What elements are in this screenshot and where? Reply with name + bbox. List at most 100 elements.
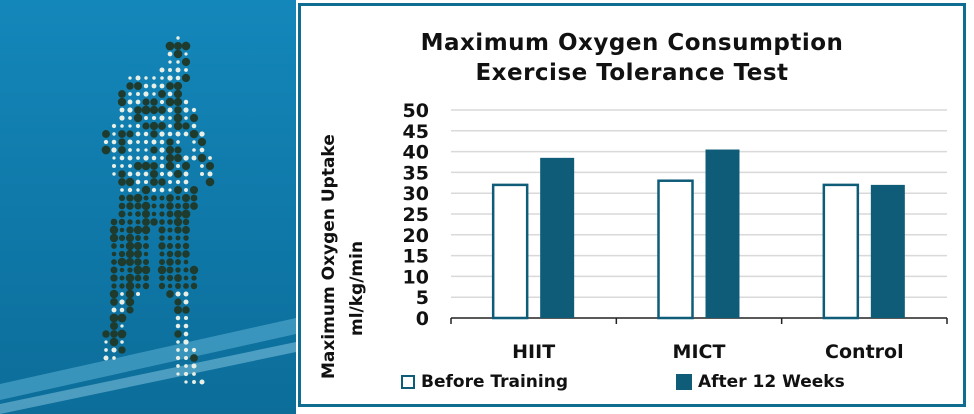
- halftone-dot: [111, 147, 117, 153]
- halftone-dot: [135, 291, 141, 297]
- halftone-dot: [183, 291, 189, 297]
- halftone-dot: [120, 124, 124, 128]
- halftone-dot: [158, 242, 166, 250]
- halftone-dot: [110, 274, 118, 282]
- y-tick-label-10: 10: [403, 266, 429, 288]
- halftone-dot: [190, 282, 198, 290]
- halftone-dot: [175, 259, 181, 265]
- y-tick-label-25: 25: [403, 204, 429, 226]
- halftone-dot: [197, 153, 207, 163]
- halftone-dot: [143, 179, 149, 185]
- halftone-dot: [125, 249, 135, 259]
- halftone-dot: [167, 91, 173, 97]
- halftone-dot: [109, 289, 119, 299]
- halftone-dot: [183, 315, 189, 321]
- halftone-dot: [143, 171, 149, 177]
- halftone-dot: [118, 138, 126, 146]
- halftone-dot: [192, 380, 196, 384]
- halftone-dot: [135, 99, 141, 105]
- halftone-dot: [134, 274, 142, 282]
- halftone-dot: [120, 188, 124, 192]
- y-tick-label-50: 50: [403, 100, 429, 122]
- halftone-dot: [184, 380, 188, 384]
- halftone-dot: [101, 145, 111, 155]
- halftone-dot: [141, 209, 151, 219]
- halftone-dot: [191, 363, 197, 369]
- halftone-dot: [119, 243, 125, 249]
- halftone-dot: [168, 188, 172, 192]
- halftone-dot: [119, 107, 125, 113]
- halftone-dot: [143, 195, 149, 201]
- halftone-dot: [142, 242, 150, 250]
- bar-after-hiit: [540, 157, 575, 318]
- halftone-dot: [128, 148, 132, 152]
- halftone-dot: [109, 233, 119, 243]
- halftone-dot: [176, 348, 180, 352]
- halftone-dot: [181, 41, 191, 51]
- bar-before-hiit: [491, 183, 529, 320]
- halftone-dot: [191, 347, 197, 353]
- halftone-dot: [159, 139, 165, 145]
- halftone-dot: [167, 51, 173, 57]
- halftone-dot: [191, 275, 197, 281]
- halftone-dot: [126, 130, 134, 138]
- halftone-dot: [144, 148, 148, 152]
- legend-item-before-training: Before Training: [401, 372, 568, 392]
- halftone-dot: [175, 355, 181, 361]
- halftone-dot: [118, 170, 126, 178]
- halftone-dot: [197, 137, 207, 147]
- halftone-dot: [158, 282, 166, 290]
- halftone-dot: [133, 225, 143, 235]
- halftone-dot: [151, 155, 157, 161]
- y-axis-label-line-2: ml/kg/min: [347, 240, 367, 336]
- halftone-dot: [143, 83, 149, 89]
- halftone-dot: [109, 337, 119, 347]
- halftone-dot: [159, 99, 165, 105]
- halftone-dot: [182, 226, 190, 234]
- legend-swatch-before: [401, 375, 415, 389]
- halftone-dot: [141, 161, 151, 171]
- halftone-dot: [183, 267, 189, 273]
- halftone-dot: [159, 187, 165, 193]
- halftone-dot: [142, 282, 150, 290]
- halftone-dot: [118, 234, 126, 242]
- halftone-dot: [110, 330, 118, 338]
- halftone-dot: [159, 195, 165, 201]
- halftone-dot: [142, 122, 150, 130]
- halftone-dot: [103, 355, 109, 361]
- x-category-label-control: Control: [825, 341, 904, 363]
- halftone-dot: [135, 211, 141, 217]
- halftone-dot: [119, 155, 125, 161]
- halftone-dot: [127, 107, 133, 113]
- halftone-dot: [182, 306, 190, 314]
- halftone-dot: [119, 283, 125, 289]
- halftone-dot: [125, 281, 135, 291]
- halftone-dot: [119, 299, 125, 305]
- halftone-dot: [183, 259, 189, 265]
- y-tick-label-20: 20: [403, 225, 429, 247]
- halftone-dot: [134, 258, 142, 266]
- halftone-dot: [159, 171, 165, 177]
- halftone-dot: [158, 226, 166, 234]
- halftone-dot: [133, 193, 143, 203]
- halftone-dot: [159, 251, 165, 257]
- halftone-dot: [167, 75, 173, 81]
- halftone-dot: [141, 225, 151, 235]
- halftone-dot: [173, 113, 183, 123]
- halftone-dot: [103, 139, 109, 145]
- halftone-dot: [112, 356, 116, 360]
- halftone-dot: [166, 194, 174, 202]
- runner-halftone-illustration: [0, 36, 296, 414]
- halftone-dot: [174, 106, 182, 114]
- halftone-dot: [125, 289, 135, 299]
- halftone-dot: [152, 76, 156, 80]
- halftone-dot: [126, 306, 134, 314]
- halftone-dot: [134, 106, 142, 114]
- bar-before-control: [822, 183, 860, 320]
- halftone-dot: [144, 76, 148, 80]
- halftone-dot: [127, 139, 133, 145]
- halftone-dot: [183, 339, 189, 345]
- bar-after-mict: [705, 149, 740, 318]
- halftone-dot: [199, 131, 205, 137]
- halftone-dot: [136, 188, 140, 192]
